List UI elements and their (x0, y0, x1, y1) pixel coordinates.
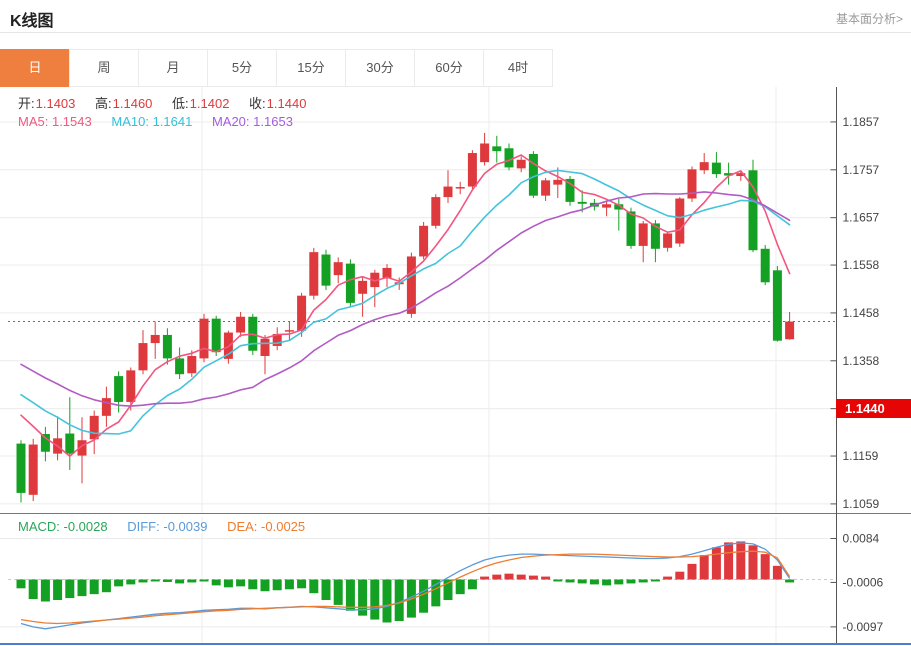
svg-text:1.1757: 1.1757 (843, 163, 880, 177)
chart-area: 1.18571.17571.16571.15581.14581.13581.12… (0, 87, 911, 646)
high-label: 高: (95, 96, 112, 111)
low-value: 1.1402 (189, 96, 230, 111)
close-value: 1.1440 (266, 96, 307, 111)
ma5-legend: MA5: 1.1543 (18, 114, 92, 129)
svg-text:-0.0006: -0.0006 (843, 575, 884, 589)
ma20-legend: MA20: 1.1653 (211, 114, 293, 129)
low-label: 低: (172, 96, 189, 111)
macd-legend: MACD: -0.0028 DIFF: -0.0039 DEA: -0.0025 (18, 519, 305, 534)
dea-value-legend: DEA: -0.0025 (227, 519, 306, 534)
tab-5分[interactable]: 5分 (207, 49, 277, 87)
svg-text:1.1857: 1.1857 (843, 115, 880, 129)
tab-30分[interactable]: 30分 (345, 49, 415, 87)
svg-text:1.1458: 1.1458 (843, 306, 880, 320)
tab-日[interactable]: 日 (0, 49, 70, 87)
open-value: 1.1403 (35, 96, 76, 111)
ohlc-legend: 开:1.1403 高:1.1460 低:1.1402 收:1.1440 (18, 93, 322, 112)
svg-text:1.1558: 1.1558 (843, 258, 880, 272)
svg-text:0.0084: 0.0084 (843, 531, 880, 545)
fundamental-analysis-link[interactable]: 基本面分析> (835, 12, 903, 26)
header: K线图 基本面分析> (0, 0, 911, 33)
current-price-badge: 1.1440 (836, 399, 911, 418)
ma-legend: MA5: 1.1543 MA10: 1.1641 MA20: 1.1653 (18, 114, 293, 129)
chart-canvas[interactable]: 1.18571.17571.16571.15581.14581.13581.12… (0, 87, 911, 646)
macd-value-legend: MACD: -0.0028 (18, 519, 108, 534)
ma10-legend: MA10: 1.1641 (111, 114, 193, 129)
svg-text:1.1059: 1.1059 (843, 497, 880, 511)
tab-周[interactable]: 周 (69, 49, 139, 87)
svg-text:1.1358: 1.1358 (843, 354, 880, 368)
page-title: K线图 (10, 13, 54, 30)
tab-4时[interactable]: 4时 (483, 49, 553, 87)
svg-text:-0.0097: -0.0097 (843, 620, 884, 634)
current-price-value: 1.1440 (845, 401, 885, 416)
high-value: 1.1460 (112, 96, 153, 111)
tab-15分[interactable]: 15分 (276, 49, 346, 87)
tab-60分[interactable]: 60分 (414, 49, 484, 87)
timeframe-tabs: 日周月 5分 15分 30分 60分 4时 (0, 49, 911, 87)
svg-text:1.1657: 1.1657 (843, 211, 880, 225)
svg-text:1.1159: 1.1159 (843, 449, 879, 463)
open-label: 开: (18, 96, 35, 111)
close-label: 收: (249, 96, 266, 111)
diff-value-legend: DIFF: -0.0039 (127, 519, 208, 534)
tab-月[interactable]: 月 (138, 49, 208, 87)
